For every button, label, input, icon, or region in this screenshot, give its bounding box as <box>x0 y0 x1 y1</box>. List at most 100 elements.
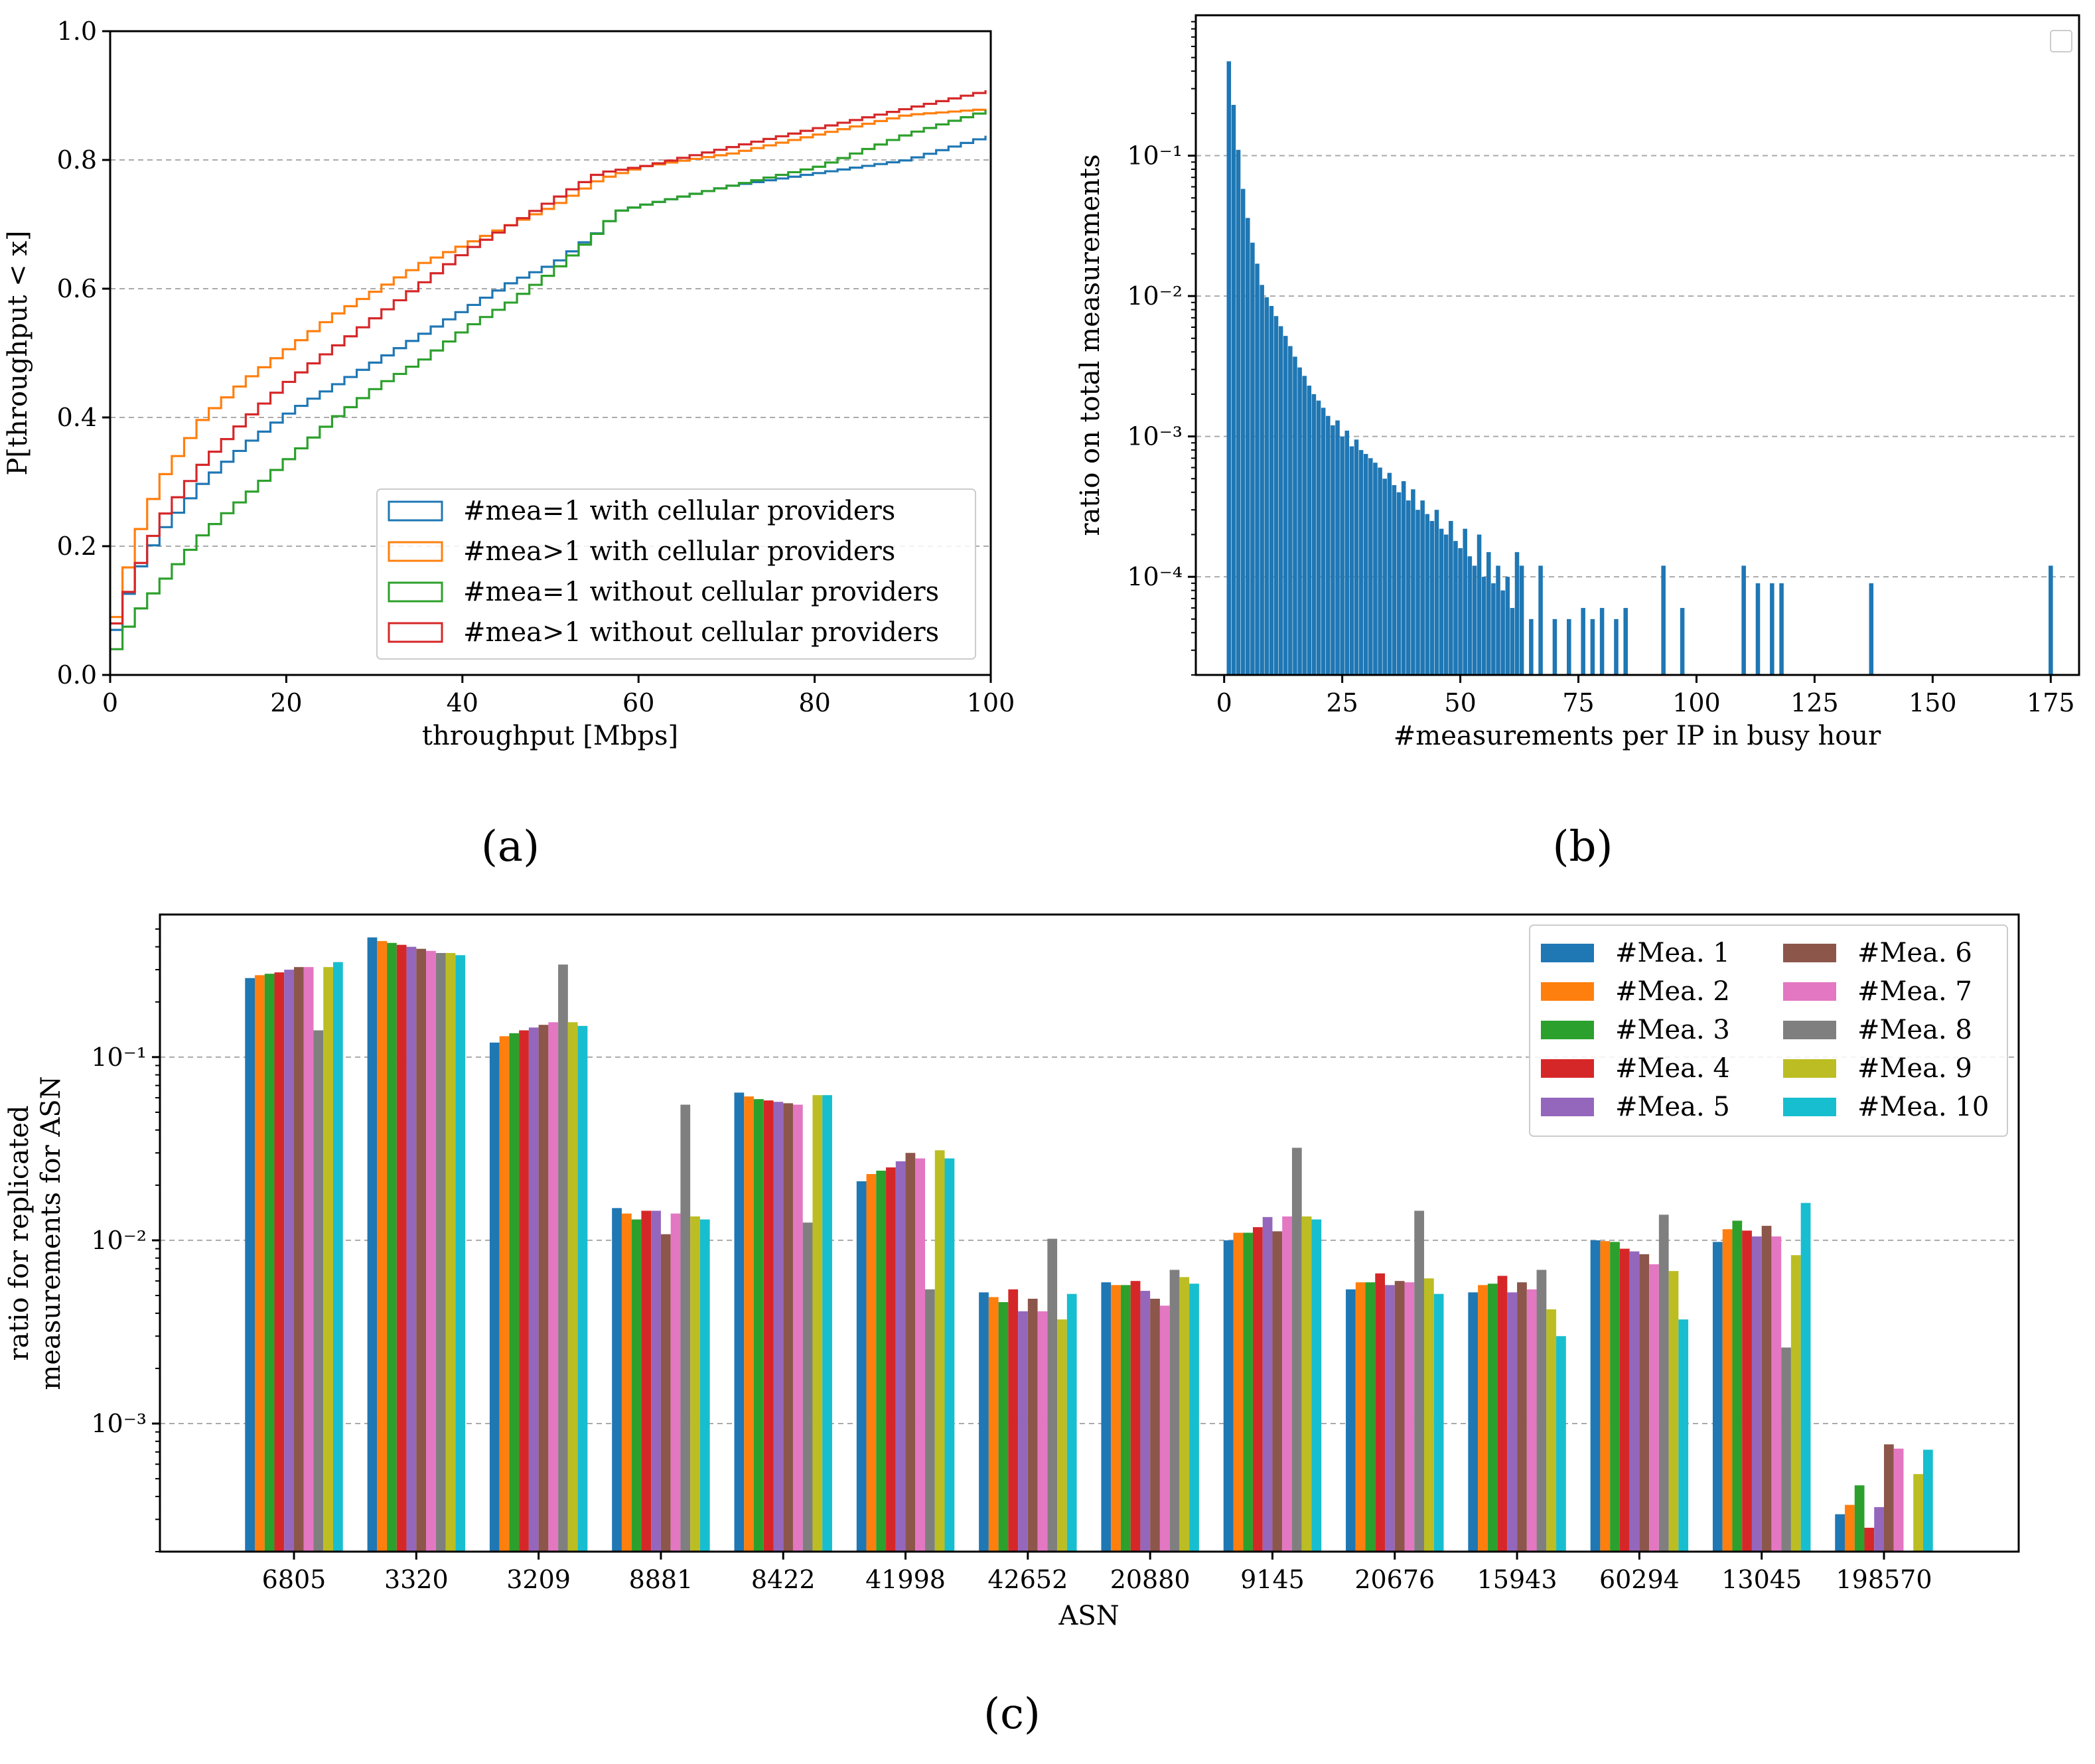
bar-42652-mea-7 <box>1037 1311 1048 1552</box>
histogram-bar <box>1538 565 1543 675</box>
bar-20880-mea-9 <box>1179 1277 1190 1552</box>
histogram-bar <box>1392 484 1397 675</box>
histogram-bar <box>1429 520 1435 675</box>
x-tick-label: 80 <box>798 688 830 717</box>
bar-8422-mea-8 <box>802 1222 813 1552</box>
cdf-line-2 <box>110 108 987 619</box>
legend-swatch <box>1783 982 1836 1001</box>
histogram-bar <box>1599 608 1605 675</box>
histogram-bar <box>1491 583 1496 675</box>
legend-swatch <box>1783 944 1836 962</box>
bar-198570-mea-10 <box>1922 1449 1933 1552</box>
y-tick-label: 1.0 <box>57 17 97 46</box>
bar-20676-mea-3 <box>1365 1282 1376 1552</box>
bar-6805-mea-3 <box>264 974 275 1552</box>
legend-swatch <box>388 541 443 562</box>
bar-60294-mea-9 <box>1668 1271 1679 1552</box>
y-tick-label: 10⁻⁴ <box>1127 562 1183 591</box>
panel-b-empty-legend-box <box>2050 30 2072 52</box>
bar-15943-mea-10 <box>1556 1336 1566 1552</box>
x-tick-label: 60 <box>622 688 654 717</box>
bar-8881-mea-3 <box>631 1219 642 1552</box>
bar-60294-mea-5 <box>1629 1251 1640 1552</box>
bar-20880-mea-3 <box>1120 1285 1131 1552</box>
y-tick-label: 10⁻² <box>1127 281 1183 311</box>
bar-15943-mea-9 <box>1546 1309 1557 1552</box>
histogram-bar <box>1623 608 1628 675</box>
histogram-bar <box>1425 514 1430 675</box>
bar-3320-mea-3 <box>387 942 397 1552</box>
panel-b-y-axis-label: ratio on total measurements <box>1075 154 1106 536</box>
bar-15943-mea-8 <box>1536 1270 1547 1552</box>
histogram-bar <box>1302 376 1307 675</box>
bar-13045-mea-7 <box>1771 1236 1782 1552</box>
y-tick-label: 10⁻³ <box>1127 422 1183 451</box>
bar-20880-mea-5 <box>1140 1291 1151 1552</box>
histogram-bar <box>1401 481 1406 675</box>
bar-9145-mea-1 <box>1223 1240 1234 1552</box>
bar-6805-mea-9 <box>323 967 333 1552</box>
bar-41998-mea-8 <box>925 1289 935 1552</box>
x-tick-label: 20 <box>270 688 302 717</box>
bar-41998-mea-1 <box>856 1181 867 1552</box>
legend-label: #Mea. 9 <box>1857 1053 1972 1084</box>
panel-c-x-axis-label: ASN <box>1058 1601 1119 1631</box>
bar-3320-mea-7 <box>426 950 436 1552</box>
bar-15943-mea-6 <box>1517 1282 1527 1552</box>
histogram-bar <box>1420 500 1425 675</box>
panel-c-grouped-bar-chart: 6805 3320 3209 8881 8422 41998 42652 20880 9145 2… <box>4 913 2020 1739</box>
panel-b-plot-frame <box>1194 14 2080 676</box>
panel-b-bars <box>1226 61 2053 676</box>
histogram-bar <box>1463 528 1467 675</box>
panel-c-bars <box>245 937 1933 1552</box>
bar-3320-mea-5 <box>406 946 417 1552</box>
legend-swatch <box>1541 1059 1594 1078</box>
histogram-bar <box>1415 510 1420 675</box>
histogram-bar <box>1321 407 1326 675</box>
y-tick-label: 10⁻³ <box>91 1409 147 1438</box>
bar-3209-mea-4 <box>519 1030 529 1552</box>
bar-198570-mea-4 <box>1864 1528 1875 1552</box>
bar-6805-mea-4 <box>274 972 285 1552</box>
bar-13045-mea-8 <box>1781 1347 1791 1552</box>
x-tick-label: 150 <box>1909 688 1957 717</box>
histogram-bar <box>1297 367 1302 675</box>
histogram-bar <box>1741 565 1746 675</box>
legend-label: #Mea. 10 <box>1857 1092 1989 1122</box>
bar-13045-mea-5 <box>1751 1236 1762 1552</box>
histogram-bar <box>1358 450 1364 675</box>
panel-a-series-lines <box>110 90 987 650</box>
cdf-line-4 <box>110 90 987 625</box>
panel-c-legend: #Mea. 1 #Mea. 2 #Mea. 3 #Mea. 4 #Mea. 5 #Mea.… <box>1529 924 2008 1137</box>
panel-c-label: (c) <box>983 1690 1041 1739</box>
histogram-bar <box>1307 386 1312 675</box>
x-tick-label: 3320 <box>384 1565 449 1594</box>
panel-b-x-ticks: 0 25 50 75 100 125 150 175 <box>1216 675 2075 717</box>
panel-c-legend-items: #Mea. 1 #Mea. 2 #Mea. 3 #Mea. 4 #Mea. 5 #Mea.… <box>1541 938 1989 1122</box>
bar-41998-mea-9 <box>934 1150 945 1552</box>
bar-60294-mea-6 <box>1639 1254 1650 1552</box>
bar-60294-mea-3 <box>1610 1242 1620 1552</box>
histogram-bar <box>1260 285 1264 675</box>
histogram-bar <box>1510 608 1515 675</box>
bar-8422-mea-1 <box>734 1092 745 1552</box>
x-tick-label: 50 <box>1444 688 1476 717</box>
bar-8422-mea-2 <box>744 1096 754 1552</box>
x-tick-label: 198570 <box>1836 1565 1932 1594</box>
bar-42652-mea-2 <box>988 1297 999 1552</box>
legend-label: #Mea. 7 <box>1857 976 1972 1007</box>
panel-c-x-ticks: 6805 3320 3209 8881 8422 41998 42652 20880 9145 2… <box>262 1552 1932 1594</box>
x-tick-label: 75 <box>1562 688 1594 717</box>
histogram-bar <box>1779 583 1784 675</box>
legend-swatch <box>388 581 443 603</box>
y-tick-label: 10⁻² <box>91 1226 147 1255</box>
histogram-bar <box>1486 551 1491 675</box>
panel-a-y-ticks: 0.0 0.2 0.4 0.6 0.8 1.0 <box>57 17 110 690</box>
bar-9145-mea-4 <box>1252 1227 1263 1552</box>
bar-13045-mea-10 <box>1800 1203 1811 1552</box>
bar-3320-mea-4 <box>396 944 407 1552</box>
x-tick-label: 100 <box>967 688 1015 717</box>
bar-9145-mea-5 <box>1262 1216 1273 1552</box>
legend-label: #mea>1 with cellular providers <box>463 536 895 567</box>
bar-20880-mea-6 <box>1150 1298 1160 1552</box>
